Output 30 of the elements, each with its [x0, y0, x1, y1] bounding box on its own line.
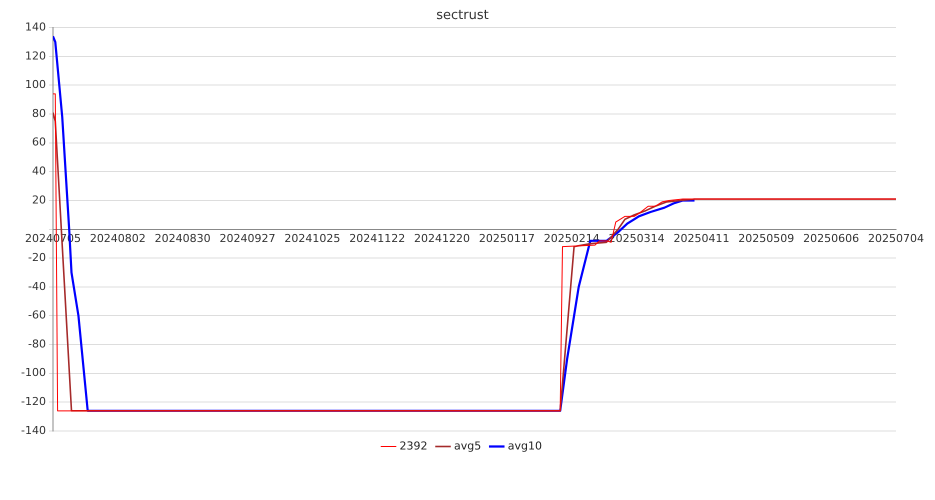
legend-label: 2392 — [400, 439, 428, 452]
x-tick-label: 20250704 — [868, 232, 924, 245]
legend-label: avg10 — [508, 439, 542, 452]
x-tick-label: 20240927 — [220, 232, 276, 245]
x-tick-label: 20241220 — [414, 232, 470, 245]
y-tick-label: 60 — [32, 136, 46, 149]
y-tick-label: 40 — [32, 164, 46, 178]
y-tick-label: -100 — [20, 366, 46, 380]
y-tick-label: -40 — [28, 280, 46, 293]
x-tick-label: 20250411 — [673, 232, 730, 245]
y-tick-label: -80 — [28, 337, 46, 350]
y-tick-label: 120 — [24, 49, 46, 62]
y-tick-label: -60 — [28, 308, 46, 322]
x-tick-label: 20250117 — [478, 232, 535, 245]
y-tick-label: 80 — [32, 106, 46, 120]
x-tick-label: 20241122 — [349, 232, 406, 245]
x-tick-label: 20241025 — [284, 232, 340, 245]
legend-label: avg5 — [454, 439, 482, 452]
y-tick-label: -20 — [28, 250, 46, 264]
y-tick-label: -140 — [20, 424, 46, 437]
y-tick-label: 100 — [24, 78, 46, 92]
y-tick-label: -120 — [20, 395, 46, 408]
y-tick-label: 140 — [24, 20, 46, 34]
x-tick-label: 20250606 — [803, 232, 860, 245]
x-tick-label: 20240802 — [90, 232, 146, 245]
chart-title: sectrust — [436, 8, 489, 24]
x-tick-label: 20240830 — [154, 232, 211, 245]
x-tick-label: 20250509 — [738, 232, 794, 245]
x-tick-label: 20250214 — [544, 232, 600, 245]
y-tick-label: 20 — [32, 193, 46, 206]
